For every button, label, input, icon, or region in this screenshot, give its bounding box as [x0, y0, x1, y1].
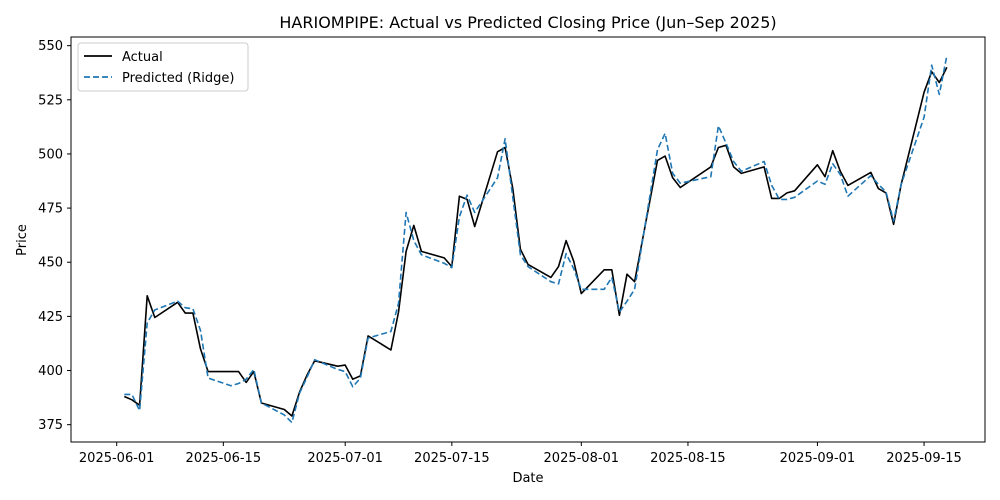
y-tick-label: 450: [38, 256, 63, 271]
x-tick-label: 2025-06-01: [79, 451, 155, 466]
legend: Actual Predicted (Ridge): [77, 42, 249, 92]
legend-label-predicted: Predicted (Ridge): [122, 71, 234, 86]
x-axis-label: Date: [512, 471, 543, 486]
plot-area: [70, 36, 986, 443]
series-line-predicted: [124, 55, 948, 424]
y-tick-label: 500: [38, 147, 63, 162]
x-tick-label: 2025-07-01: [307, 451, 383, 466]
y-tick-label: 525: [38, 93, 63, 108]
y-tick-label: 400: [38, 364, 63, 379]
x-tick-label: 2025-08-15: [650, 451, 726, 466]
legend-box: [77, 42, 249, 92]
y-tick-label: 550: [38, 39, 63, 54]
x-tick-label: 2025-07-15: [414, 451, 490, 466]
y-tick-label: 475: [38, 202, 63, 217]
x-tick-label: 2025-09-15: [886, 451, 962, 466]
y-axis: 375 400 425 450 475 500 525 550: [38, 39, 71, 433]
x-axis: 2025-06-01 2025-06-15 2025-07-01 2025-07-15…: [79, 442, 962, 466]
plot-frame: [70, 36, 986, 443]
y-tick-label: 375: [38, 418, 63, 433]
y-axis-label: Price: [15, 224, 30, 256]
x-tick-label: 2025-08-01: [544, 451, 620, 466]
series-line-actual: [123, 66, 948, 417]
x-tick-label: 2025-06-15: [186, 451, 262, 466]
legend-label-actual: Actual: [122, 50, 163, 65]
y-tick-label: 425: [38, 310, 63, 325]
series-layer: [123, 55, 948, 424]
chart-title: HARIOMPIPE: Actual vs Predicted Closing …: [279, 13, 776, 32]
x-tick-label: 2025-09-01: [780, 451, 856, 466]
